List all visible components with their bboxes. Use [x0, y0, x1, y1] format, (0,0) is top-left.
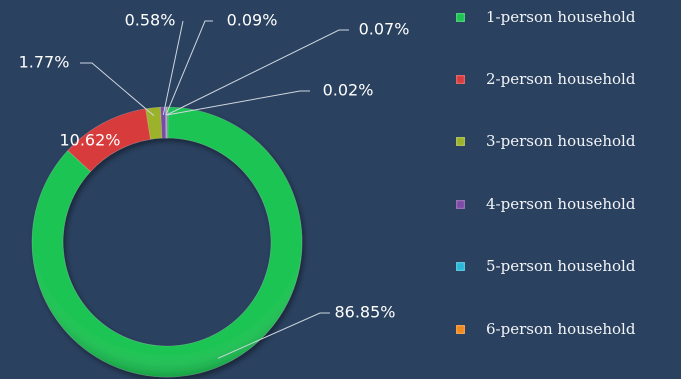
legend-label: 5-person household [486, 257, 636, 275]
legend-item-5: 5-person household [456, 254, 635, 278]
data-label-6: 0.07% [359, 20, 410, 39]
leader-line-3 [80, 62, 155, 117]
legend-swatch-icon [456, 12, 465, 22]
leader-line-5 [165, 20, 213, 116]
legend-item-6: 6-person household [456, 317, 635, 341]
legend-item-4: 4-person household [456, 192, 635, 216]
data-label-3: 1.77% [19, 53, 70, 72]
data-labels: 86.85% 10.62% 1.77% 0.58% 0.09% 0.07% 0.02% [19, 11, 410, 322]
doughnut-slices [31, 106, 303, 378]
legend-swatch-icon [456, 199, 465, 209]
legend-label: 4-person household [486, 195, 636, 213]
legend-swatch-icon [456, 136, 465, 146]
data-label-5: 0.09% [227, 11, 278, 30]
legend-label: 3-person household [486, 132, 636, 150]
data-label-1: 86.85% [334, 303, 395, 322]
leader-line-6 [166, 29, 349, 116]
legend-swatch-icon [456, 324, 465, 334]
legend-label: 6-person household [486, 320, 636, 338]
chart-legend: 1-person household 2-person household 3-pe… [456, 0, 681, 379]
data-label-7: 0.02% [323, 81, 374, 100]
legend-item-2: 2-person household [456, 67, 635, 91]
legend-label: 2-person household [486, 70, 636, 88]
leader-lines [80, 20, 349, 359]
legend-item-1: 1-person household [456, 5, 635, 29]
leader-line-1 [217, 312, 330, 359]
legend-swatch-icon [456, 74, 465, 84]
leader-line-4 [162, 20, 184, 116]
legend-item-3: 3-person household [456, 129, 635, 153]
legend-swatch-icon [456, 261, 465, 271]
leader-line-7 [166, 90, 310, 116]
data-label-2: 10.62% [59, 131, 120, 150]
legend-label: 1-person household [486, 8, 636, 26]
data-label-4: 0.58% [125, 11, 176, 30]
